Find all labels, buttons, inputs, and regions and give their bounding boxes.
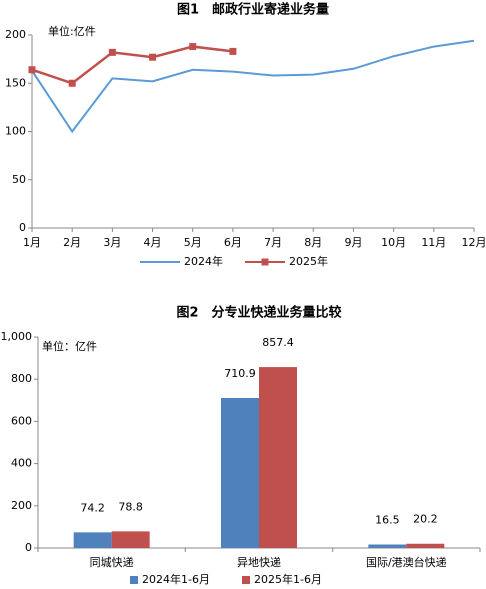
legend-label: 2025年: [289, 254, 328, 268]
legend-marker: [261, 258, 269, 266]
point-marker: [149, 53, 157, 61]
x-tick-label: 11月: [421, 236, 446, 249]
y-tick-label: 0: [19, 221, 26, 234]
point-marker: [108, 48, 116, 56]
x-tick-label: 同城快递: [90, 555, 134, 569]
y-tick-label: 150: [5, 76, 26, 89]
data-label: 78.8: [118, 500, 143, 513]
x-tick-label: 2月: [63, 236, 81, 249]
bar: [73, 532, 112, 548]
y-tick-label: 600: [11, 414, 32, 427]
data-label: 857.4: [262, 336, 294, 349]
line-series: [31, 39, 475, 134]
x-tick-label: 9月: [344, 236, 362, 249]
chart-title: 图1 邮政行业寄递业务量: [177, 2, 329, 18]
x-tick-label: 4月: [144, 236, 162, 249]
legend-swatch: [242, 576, 250, 584]
y-tick-label: 200: [11, 499, 32, 512]
legend-label: 2024年1-6月: [142, 572, 210, 586]
unit-label: 单位：亿件: [42, 339, 97, 353]
legend-swatch: [130, 576, 138, 584]
point-marker: [68, 79, 76, 87]
legend-label: 2025年1-6月: [254, 572, 322, 586]
y-tick-label: 800: [11, 372, 32, 385]
y-tick-label: 200: [5, 28, 26, 41]
legend-label: 2024年: [184, 254, 223, 268]
y-tick-label: 1,000: [1, 330, 33, 343]
point-marker: [189, 43, 197, 51]
data-label: 74.2: [80, 501, 105, 514]
x-tick-label: 3月: [103, 236, 121, 249]
bar: [111, 531, 150, 548]
x-tick-label: 7月: [264, 236, 282, 249]
y-tick-label: 50: [12, 173, 26, 186]
unit-label: 单位:亿件: [48, 24, 96, 38]
y-tick-label: 100: [5, 125, 26, 138]
x-tick-label: 异地快递: [237, 555, 281, 569]
data-label: 710.9: [224, 367, 256, 380]
line-series: [31, 45, 234, 85]
point-marker: [28, 66, 36, 74]
x-tick-label: 1月: [23, 236, 41, 249]
x-tick-label: 12月: [462, 236, 486, 249]
bar: [368, 544, 407, 548]
data-label: 20.2: [413, 513, 438, 526]
data-label: 16.5: [375, 514, 400, 527]
point-marker: [229, 47, 237, 55]
x-tick-label: 国际/港澳台快递: [366, 555, 447, 569]
x-tick-label: 6月: [224, 236, 242, 249]
y-tick-label: 0: [25, 541, 32, 554]
bar: [221, 398, 259, 548]
bar: [259, 367, 297, 548]
y-tick-label: 400: [11, 457, 32, 470]
chart-title: 图2 分专业快递业务量比较: [176, 305, 341, 321]
bar: [406, 543, 445, 548]
x-tick-label: 8月: [304, 236, 322, 249]
x-tick-label: 5月: [184, 236, 202, 249]
x-tick-label: 10月: [381, 236, 406, 249]
